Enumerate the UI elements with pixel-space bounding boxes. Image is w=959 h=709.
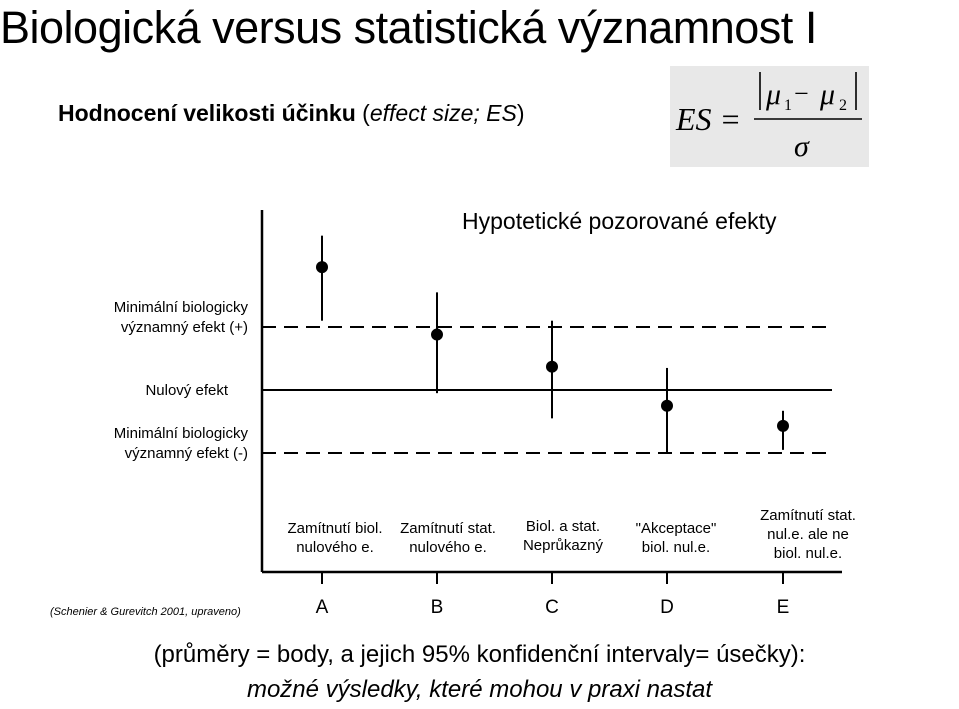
formula-sigma: σ [794, 130, 810, 163]
subtitle-open-paren: ( [355, 100, 370, 126]
reference-label-min_neg-0: Minimální biologicky [114, 425, 249, 442]
source-citation: (Schenier & Gurevitch 2001, upraveno) [50, 606, 241, 618]
subtitle-bold: Hodnocení velikosti účinku [58, 100, 356, 126]
outcome-note-C-1: Neprůkazný [523, 537, 604, 554]
slide-title: Biologická versus statistická významnost… [0, 2, 817, 53]
outcome-note-B-1: nulového e. [409, 539, 487, 556]
x-label-A: A [316, 597, 329, 618]
caption-line-1: (průměry = body, a jejich 95% konfidenčn… [153, 641, 806, 668]
formula-sub1: 1 [784, 97, 792, 114]
outcome-note-A-0: Zamítnutí biol. [287, 520, 382, 537]
outcome-note-B-0: Zamítnutí stat. [400, 520, 496, 537]
formula-mu1: μ [765, 78, 781, 111]
formula-sub2: 2 [839, 97, 847, 114]
outcome-note-D-1: biol. nul.e. [642, 539, 710, 556]
caption-line-2: možné výsledky, které mohou v praxi nast… [246, 676, 713, 703]
mean-point-D [661, 399, 673, 412]
mean-point-C [546, 360, 558, 373]
outcome-note-E-1: nul.e. ale ne [767, 526, 849, 543]
outcome-note-E-2: biol. nul.e. [774, 545, 842, 562]
formula-mu2: μ [819, 78, 835, 111]
formula-background [670, 66, 869, 167]
reference-label-min_pos-0: Minimální biologicky [114, 299, 249, 316]
reference-label-null-0: Nulový efekt [145, 382, 228, 399]
outcome-note-D-0: "Akceptace" [636, 520, 717, 537]
outcome-note-C-0: Biol. a stat. [526, 518, 600, 535]
x-label-D: D [660, 597, 674, 618]
mean-point-A [316, 261, 328, 274]
outcome-note-A-1: nulového e. [296, 539, 374, 556]
x-label-B: B [431, 597, 444, 618]
x-label-E: E [777, 597, 790, 618]
figure-heading: Hypotetické pozorované efekty [462, 208, 777, 234]
formula-lhs: ES = [675, 101, 741, 137]
subtitle-italic: effect size; ES [369, 100, 517, 126]
mean-point-B [431, 328, 443, 341]
subtitle-close-paren: ) [516, 100, 525, 126]
reference-label-min_neg-1: významný efekt (-) [125, 445, 248, 462]
formula-minus: − [794, 79, 809, 108]
x-label-C: C [545, 597, 559, 618]
mean-point-E [777, 419, 789, 432]
effect-size-formula: ES = μ 1 − μ 2 σ [670, 66, 869, 167]
reference-label-min_pos-1: významný efekt (+) [121, 319, 248, 336]
outcome-note-E-0: Zamítnutí stat. [760, 507, 856, 524]
subtitle: Hodnocení velikosti účinku (effect size;… [58, 100, 525, 127]
